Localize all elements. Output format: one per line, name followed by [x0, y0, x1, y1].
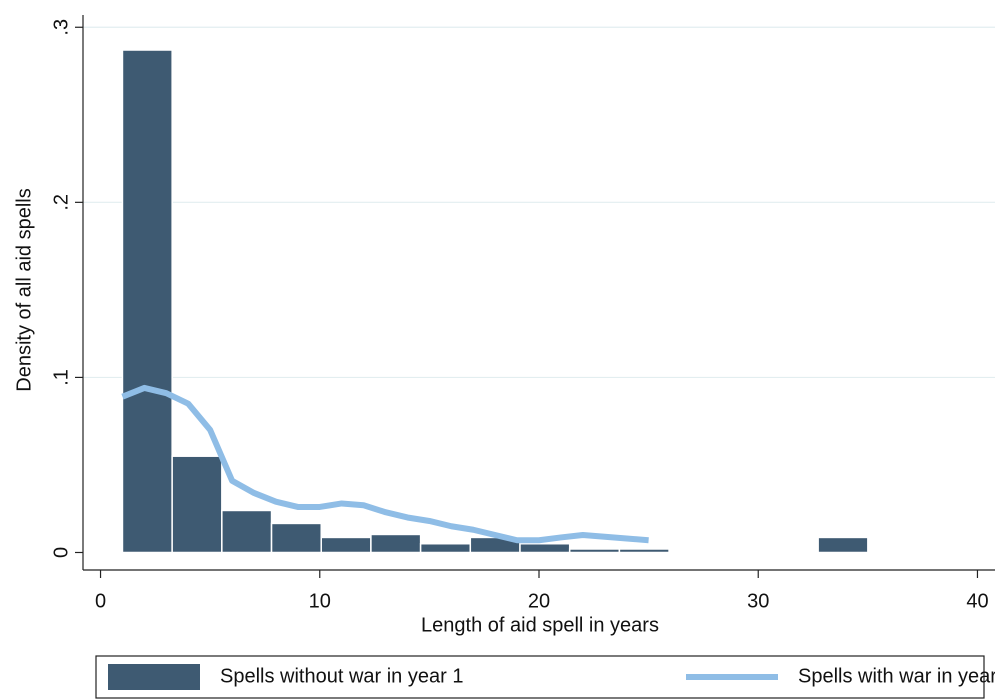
x-tick-label: 30: [747, 590, 769, 612]
x-tick-label: 40: [966, 590, 988, 612]
x-tick-label: 0: [95, 590, 106, 612]
bar: [568, 548, 621, 554]
x-tick-label: 20: [528, 590, 550, 612]
legend-label: Spells without war in year 1: [220, 665, 463, 687]
density-line: [121, 384, 649, 544]
y-tick-label: .2: [50, 194, 72, 211]
y-tick-label: .3: [50, 19, 72, 36]
bar: [121, 49, 173, 554]
x-tick-label: 10: [309, 590, 331, 612]
y-tick-label: 0: [50, 547, 72, 558]
bar: [270, 522, 322, 554]
legend-label: Spells with war in year 1: [798, 665, 995, 687]
bar: [370, 533, 422, 554]
bar: [419, 542, 472, 554]
legend-box: [95, 655, 985, 699]
bar: [320, 536, 372, 554]
y-axis-title: Density of all aid spells: [13, 188, 35, 391]
bar: [618, 548, 670, 554]
bar: [519, 542, 571, 554]
bar: [221, 509, 273, 554]
legend-swatch: [108, 664, 200, 690]
bar: [171, 455, 223, 554]
x-axis-title: Length of aid spell in years: [421, 614, 659, 636]
y-tick-label: .1: [50, 369, 72, 386]
bar: [817, 536, 869, 554]
